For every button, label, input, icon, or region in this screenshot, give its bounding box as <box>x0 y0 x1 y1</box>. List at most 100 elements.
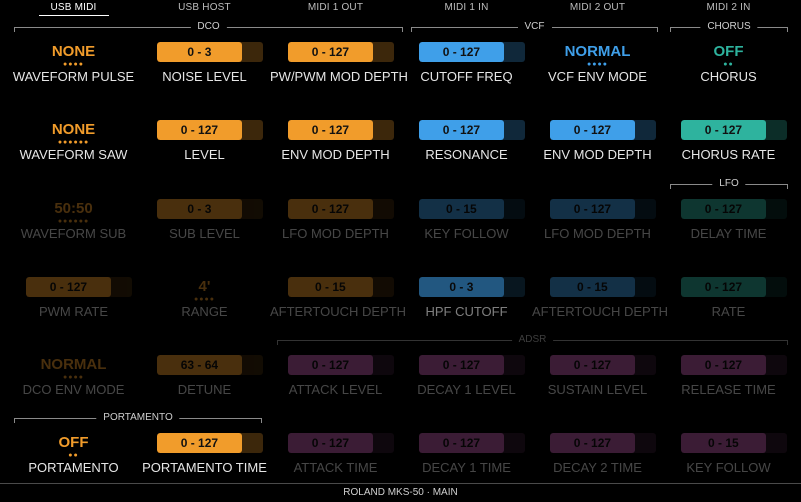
range-bar-fill <box>288 42 373 62</box>
option-dots-indicator: ●●●●●● <box>57 218 90 225</box>
tab-midi-1-in[interactable]: MIDI 1 IN <box>444 2 489 13</box>
param-value: 4' <box>198 278 211 295</box>
range-bar[interactable]: 0 - 127 <box>26 277 132 297</box>
param-range[interactable]: 4' ●●●● RANGE <box>139 265 270 343</box>
range-bar[interactable]: 0 - 127 <box>550 199 656 219</box>
range-bar-fill <box>550 199 635 219</box>
param-lfo-mod-depth[interactable]: 0 - 127 LFO MOD DEPTH <box>532 187 663 265</box>
section-lfo-header: LFO <box>670 178 788 192</box>
range-bar[interactable]: 0 - 127 <box>157 433 263 453</box>
tab-usb-host[interactable]: USB HOST <box>178 2 231 13</box>
param-vcf-env-mode[interactable]: NORMAL ●●●● VCF ENV MODE <box>532 30 663 108</box>
param-waveform-sub[interactable]: 50:50 ●●●●●● WAVEFORM SUB <box>8 187 139 265</box>
param-decay-1-level[interactable]: 0 - 127 DECAY 1 LEVEL <box>401 343 532 421</box>
range-value: 0 - 127 <box>180 123 219 137</box>
tab-midi-2-in[interactable]: MIDI 2 IN <box>706 2 751 13</box>
range-bar[interactable]: 0 - 15 <box>550 277 656 297</box>
device-page-title: ROLAND MKS-50 · MAIN <box>343 487 458 498</box>
param-decay-1-time[interactable]: 0 - 127 DECAY 1 TIME <box>401 421 532 499</box>
range-bar[interactable]: 0 - 127 <box>550 433 656 453</box>
param-aftertouch-depth[interactable]: 0 - 15 AFTERTOUCH DEPTH <box>270 265 406 343</box>
param-delay-time[interactable]: 0 - 127 DELAY TIME <box>663 187 794 265</box>
range-bar[interactable]: 0 - 127 <box>550 355 656 375</box>
range-bar[interactable]: 0 - 127 <box>288 199 394 219</box>
param-pw-pwm-mod-depth[interactable]: 0 - 127 PW/PWM MOD DEPTH <box>270 30 408 108</box>
range-bar[interactable]: 0 - 127 <box>288 120 394 140</box>
param-label: PWM RATE <box>38 304 109 319</box>
option-dots-indicator: ●● <box>68 452 79 459</box>
param-env-mod-depth[interactable]: 0 - 127 ENV MOD DEPTH <box>532 108 663 186</box>
range-bar[interactable]: 0 - 127 <box>288 42 394 62</box>
param-rate[interactable]: 0 - 127 RATE <box>663 265 794 343</box>
range-bar[interactable]: 0 - 127 <box>419 355 525 375</box>
param-portamento-time[interactable]: 0 - 127 PORTAMENTO TIME <box>139 421 270 499</box>
param-level[interactable]: 0 - 127 LEVEL <box>139 108 270 186</box>
range-value: 0 - 127 <box>442 436 481 450</box>
option-dots-indicator: ●●●●●● <box>57 139 90 146</box>
range-bar[interactable]: 0 - 127 <box>550 120 656 140</box>
range-bar[interactable]: 0 - 3 <box>419 277 525 297</box>
param-pwm-rate[interactable]: 0 - 127 PWM RATE <box>8 265 139 343</box>
range-bar[interactable]: 0 - 127 <box>681 277 787 297</box>
range-value: 0 - 127 <box>704 280 743 294</box>
param-env-mod-depth[interactable]: 0 - 127 ENV MOD DEPTH <box>270 108 401 186</box>
param-sustain-level[interactable]: 0 - 127 SUSTAIN LEVEL <box>532 343 663 421</box>
range-bar[interactable]: 0 - 15 <box>419 199 525 219</box>
param-resonance[interactable]: 0 - 127 RESONANCE <box>401 108 532 186</box>
range-bar[interactable]: 0 - 127 <box>681 199 787 219</box>
param-hpf-cutoff[interactable]: 0 - 3 HPF CUTOFF <box>401 265 532 343</box>
range-bar[interactable]: 0 - 127 <box>681 355 787 375</box>
range-bar[interactable]: 0 - 127 <box>419 120 525 140</box>
param-chorus-rate[interactable]: 0 - 127 CHORUS RATE <box>663 108 794 186</box>
param-cutoff-freq[interactable]: 0 - 127 CUTOFF FREQ <box>401 30 532 108</box>
param-dco-env-mode[interactable]: NORMAL ●●●● DCO ENV MODE <box>8 343 139 421</box>
param-label: DELAY TIME <box>690 226 767 241</box>
range-bar[interactable]: 0 - 127 <box>288 433 394 453</box>
option-dots-indicator: ●●●● <box>194 296 215 303</box>
range-bar[interactable]: 0 - 15 <box>288 277 394 297</box>
param-attack-level[interactable]: 0 - 127 ATTACK LEVEL <box>270 343 401 421</box>
range-bar[interactable]: 63 - 64 <box>157 355 263 375</box>
range-bar[interactable]: 0 - 127 <box>288 355 394 375</box>
range-value: 0 - 127 <box>311 202 350 216</box>
param-key-follow[interactable]: 0 - 15 KEY FOLLOW <box>663 421 794 499</box>
range-bar[interactable]: 0 - 127 <box>157 120 263 140</box>
param-chorus[interactable]: OFF ●● CHORUS <box>663 30 794 108</box>
range-value: 0 - 3 <box>187 45 212 59</box>
tab-usb-midi[interactable]: USB MIDI <box>8 2 139 16</box>
param-release-time[interactable]: 0 - 127 RELEASE TIME <box>663 343 794 421</box>
range-value: 0 - 127 <box>311 123 350 137</box>
tab-midi-1-out[interactable]: MIDI 1 OUT <box>307 2 364 13</box>
device-tab-bar: USB MIDI USB HOST MIDI 1 OUT MIDI 1 IN M… <box>0 0 801 18</box>
param-label: LFO MOD DEPTH <box>282 226 389 241</box>
param-noise-level[interactable]: 0 - 3 NOISE LEVEL <box>139 30 270 108</box>
param-value: NORMAL <box>564 43 631 60</box>
param-sub-level[interactable]: 0 - 3 SUB LEVEL <box>139 187 270 265</box>
param-portamento[interactable]: OFF ●● PORTAMENTO <box>8 421 139 499</box>
range-bar[interactable]: 0 - 127 <box>419 42 525 62</box>
section-adsr-header: ADSR <box>277 334 788 348</box>
param-lfo-mod-depth[interactable]: 0 - 127 LFO MOD DEPTH <box>270 187 401 265</box>
range-bar[interactable]: 0 - 127 <box>419 433 525 453</box>
param-waveform-pulse[interactable]: NONE ●●●● WAVEFORM PULSE <box>8 30 139 108</box>
param-label: RELEASE TIME <box>681 382 776 397</box>
section-dco-title: DCO <box>190 21 227 32</box>
range-bar[interactable]: 0 - 3 <box>157 42 263 62</box>
range-bar[interactable]: 0 - 127 <box>681 120 787 140</box>
range-bar[interactable]: 0 - 15 <box>681 433 787 453</box>
param-aftertouch-depth[interactable]: 0 - 15 AFTERTOUCH DEPTH <box>532 265 668 343</box>
range-bar[interactable]: 0 - 3 <box>157 199 263 219</box>
param-label: ATTACK LEVEL <box>288 382 383 397</box>
param-key-follow[interactable]: 0 - 15 KEY FOLLOW <box>401 187 532 265</box>
range-bar-fill <box>288 277 373 297</box>
range-bar-fill <box>681 277 766 297</box>
param-waveform-saw[interactable]: NONE ●●●●●● WAVEFORM SAW <box>8 108 139 186</box>
param-label: HPF CUTOFF <box>425 304 508 319</box>
tab-midi-2-out[interactable]: MIDI 2 OUT <box>569 2 626 13</box>
param-label: VCF ENV MODE <box>548 69 647 84</box>
param-label: NOISE LEVEL <box>162 69 247 84</box>
param-decay-2-time[interactable]: 0 - 127 DECAY 2 TIME <box>532 421 663 499</box>
param-detune[interactable]: 63 - 64 DETUNE <box>139 343 270 421</box>
range-value: 0 - 127 <box>311 436 350 450</box>
param-attack-time[interactable]: 0 - 127 ATTACK TIME <box>270 421 401 499</box>
